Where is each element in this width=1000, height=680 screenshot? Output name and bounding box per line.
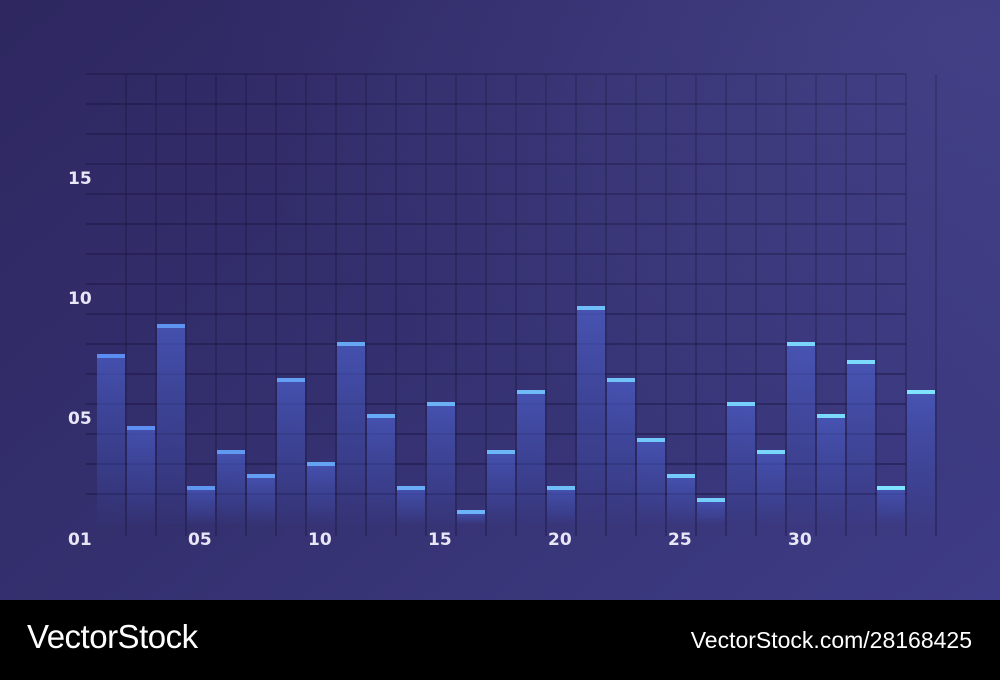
bar — [217, 452, 245, 524]
x-tick-label: 05 — [188, 530, 212, 550]
bar — [907, 392, 935, 524]
bar — [547, 488, 575, 524]
bar-cap — [757, 450, 785, 454]
grid-lines — [86, 73, 937, 536]
bar — [427, 404, 455, 524]
bar — [517, 392, 545, 524]
bar-cap — [487, 450, 515, 454]
bar-cap — [817, 414, 845, 418]
bar — [127, 428, 155, 524]
bar-cap — [517, 390, 545, 394]
y-tick-label: 15 — [68, 169, 92, 189]
tick-labels: 01 05 10 15 20 25 30 05 10 15 — [68, 169, 812, 550]
bar — [187, 488, 215, 524]
bar — [307, 464, 335, 524]
bar-chart: 01 05 10 15 20 25 30 05 10 15 — [64, 62, 937, 556]
bar — [637, 440, 665, 524]
bar-cap — [457, 510, 485, 514]
y-tick-label: 10 — [68, 289, 92, 309]
chart-panel: 01 05 10 15 20 25 30 05 10 15 — [0, 0, 1000, 600]
bar — [817, 416, 845, 524]
bar-cap — [307, 462, 335, 466]
bar — [157, 326, 185, 524]
bar — [367, 416, 395, 524]
bar — [397, 488, 425, 524]
x-tick-label: 25 — [668, 530, 692, 550]
bar-cap — [727, 402, 755, 406]
bar-cap — [217, 450, 245, 454]
bar — [487, 452, 515, 524]
bar-cap — [547, 486, 575, 490]
bar-cap — [277, 378, 305, 382]
bar — [877, 488, 905, 524]
footer-bar: VectorStock VectorStock.com/28168425 — [0, 600, 1000, 680]
bar-cap — [127, 426, 155, 430]
bar-cap — [847, 360, 875, 364]
bar-cap — [877, 486, 905, 490]
bar-cap — [97, 354, 125, 358]
x-tick-label: 01 — [68, 530, 92, 550]
bar-cap — [667, 474, 695, 478]
brand-logo: VectorStock — [27, 618, 198, 655]
bar-cap — [157, 324, 185, 328]
brand-url: VectorStock.com/28168425 — [690, 627, 972, 653]
bar-cap — [637, 438, 665, 442]
bar-cap — [697, 498, 725, 502]
bar-cap — [577, 306, 605, 310]
bar-cap — [367, 414, 395, 418]
bar — [607, 380, 635, 524]
bar — [847, 362, 875, 524]
bar-cap — [187, 486, 215, 490]
axes — [64, 62, 910, 556]
y-tick-label: 05 — [68, 409, 92, 429]
bar — [757, 452, 785, 524]
bar — [457, 512, 485, 524]
x-tick-label: 20 — [548, 530, 572, 550]
bar — [277, 380, 305, 524]
bar — [577, 308, 605, 524]
bar-cap — [607, 378, 635, 382]
bar-cap — [397, 486, 425, 490]
x-tick-label: 10 — [308, 530, 332, 550]
x-tick-label: 15 — [428, 530, 452, 550]
bar-cap — [427, 402, 455, 406]
bar — [337, 344, 365, 524]
bar — [697, 500, 725, 524]
bar-cap — [787, 342, 815, 346]
bar — [787, 344, 815, 524]
bar-cap — [337, 342, 365, 346]
bar — [667, 476, 695, 524]
bar-cap — [247, 474, 275, 478]
bar-cap — [907, 390, 935, 394]
bar — [247, 476, 275, 524]
bars — [97, 306, 935, 524]
bar — [727, 404, 755, 524]
bar — [97, 356, 125, 524]
x-tick-label: 30 — [788, 530, 812, 550]
